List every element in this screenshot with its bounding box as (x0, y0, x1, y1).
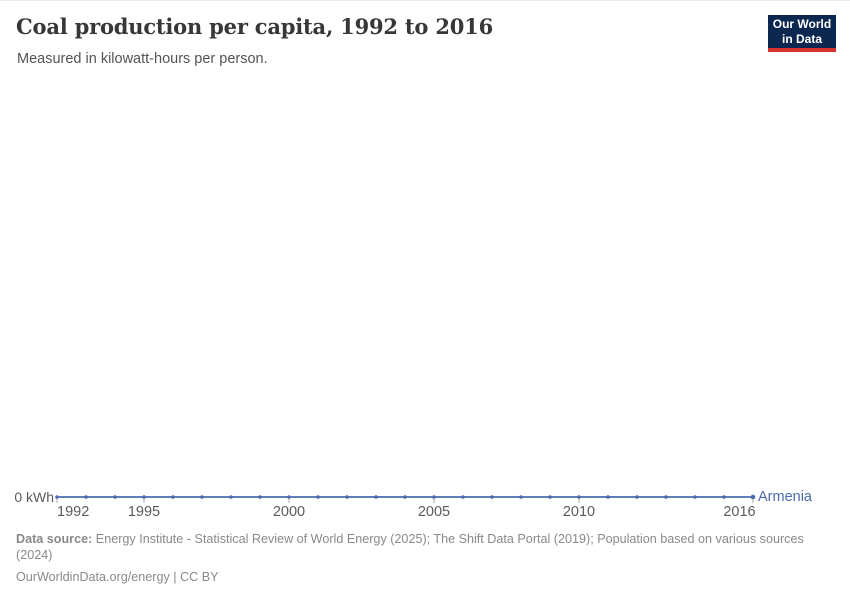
data-point-marker[interactable] (287, 495, 291, 499)
data-point-marker[interactable] (461, 495, 465, 499)
owid-logo-line2: in Data (781, 31, 822, 46)
data-source-text: Energy Institute - Statistical Review of… (16, 532, 804, 562)
data-point-marker[interactable] (664, 495, 668, 499)
data-point-marker[interactable] (606, 495, 610, 499)
data-point-marker[interactable] (84, 495, 88, 499)
data-point-marker[interactable] (171, 495, 175, 499)
data-point-marker[interactable] (490, 495, 494, 499)
data-point-marker[interactable] (548, 495, 552, 499)
data-point-marker[interactable] (345, 495, 349, 499)
footer-license-link[interactable]: OurWorldinData.org/energy | CC BY (16, 570, 219, 584)
chart-subtitle: Measured in kilowatt-hours per person. (17, 51, 268, 67)
page-title: Coal production per capita, 1992 to 2016 (16, 14, 493, 39)
data-point-marker[interactable] (200, 495, 204, 499)
data-point-marker[interactable] (258, 495, 262, 499)
data-point-marker[interactable] (374, 495, 378, 499)
x-tick-label-1995: 1995 (127, 504, 161, 520)
x-tick-label-2005: 2005 (417, 504, 451, 520)
armenia-line-series[interactable] (0, 483, 850, 513)
data-point-marker[interactable] (519, 495, 523, 499)
data-point-marker[interactable] (722, 495, 726, 499)
data-point-marker[interactable] (577, 495, 581, 499)
data-point-marker[interactable] (113, 495, 117, 499)
x-tick-label-2000: 2000 (272, 504, 306, 520)
data-point-marker[interactable] (229, 495, 233, 499)
data-source-line: Data source: Energy Institute - Statisti… (16, 532, 822, 563)
data-point-marker[interactable] (55, 495, 59, 499)
x-tick-label-1992: 1992 (57, 504, 90, 520)
series-label-armenia[interactable]: Armenia (758, 489, 812, 505)
x-tick-label-2016: 2016 (723, 504, 756, 520)
data-point-marker[interactable] (316, 495, 320, 499)
y-axis-zero-label: 0 kWh (14, 489, 54, 505)
owid-logo-line1: Our World (772, 17, 832, 31)
chart-footer: Data source: Energy Institute - Statisti… (16, 532, 822, 584)
chart-plot-area: 0 kWh 1992 1995 2000 2005 2010 2016 Armenia (0, 483, 850, 523)
data-point-marker[interactable] (403, 495, 407, 499)
x-tick-label-2010: 2010 (562, 504, 596, 520)
owid-logo[interactable]: Our World in Data (768, 15, 836, 52)
data-point-marker[interactable] (750, 494, 756, 500)
data-source-label: Data source: (16, 532, 93, 546)
data-point-marker[interactable] (432, 495, 436, 499)
data-point-marker[interactable] (142, 495, 146, 499)
data-point-marker[interactable] (635, 495, 639, 499)
data-point-marker[interactable] (693, 495, 697, 499)
